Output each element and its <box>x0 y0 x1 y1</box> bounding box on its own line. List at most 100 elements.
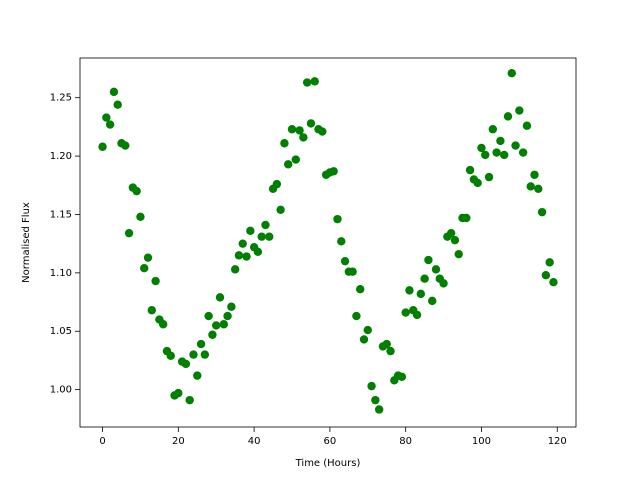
data-point <box>386 346 395 356</box>
data-point <box>287 125 297 134</box>
x-tick-label: 120 <box>548 436 567 447</box>
data-point <box>481 150 490 160</box>
x-tick-label: 80 <box>399 436 412 447</box>
data-point <box>158 320 168 329</box>
data-point <box>204 311 213 321</box>
data-point <box>242 252 251 261</box>
y-tick-label: 1.25 <box>50 93 72 104</box>
data-point <box>113 100 122 109</box>
data-point <box>496 136 505 146</box>
y-tick-label: 1.15 <box>50 209 72 220</box>
data-point <box>318 127 327 136</box>
data-point <box>189 350 198 359</box>
data-point <box>537 207 547 217</box>
data-point <box>124 228 134 238</box>
x-tick-label: 20 <box>172 436 185 447</box>
data-point <box>121 141 130 150</box>
data-point <box>439 279 448 288</box>
data-point <box>412 310 422 320</box>
data-point <box>348 267 357 276</box>
data-point <box>431 265 441 274</box>
data-point <box>306 119 316 128</box>
data-point <box>238 239 247 248</box>
data-point <box>363 325 372 335</box>
data-point <box>215 293 225 302</box>
data-point <box>541 270 551 280</box>
data-point <box>302 78 312 87</box>
data-point <box>196 339 206 349</box>
data-point <box>420 274 429 283</box>
x-tick-label: 60 <box>324 436 337 447</box>
data-point <box>181 359 191 369</box>
data-point <box>465 165 475 175</box>
data-point <box>109 87 119 97</box>
data-point <box>462 213 471 223</box>
data-point <box>230 265 240 274</box>
data-point <box>193 371 202 380</box>
data-point <box>359 335 369 344</box>
y-tick-label: 1.10 <box>50 268 72 279</box>
data-point <box>526 182 535 191</box>
data-point <box>337 237 346 246</box>
data-point <box>382 339 391 349</box>
data-point <box>333 214 342 224</box>
data-point <box>397 372 407 381</box>
data-point <box>484 172 494 182</box>
data-point <box>98 142 107 151</box>
data-point <box>223 311 232 321</box>
x-tick-label: 40 <box>248 436 261 447</box>
data-point <box>356 285 365 294</box>
data-point <box>530 170 539 179</box>
data-point <box>284 160 293 169</box>
data-point <box>424 255 433 265</box>
x-tick-label: 100 <box>472 436 491 447</box>
data-point <box>454 249 463 259</box>
data-point <box>246 226 255 236</box>
data-point <box>276 205 285 215</box>
data-point <box>416 289 426 299</box>
data-point <box>261 220 270 230</box>
data-point <box>185 395 194 405</box>
data-point <box>140 263 149 273</box>
data-point <box>272 179 282 189</box>
y-axis-label: Normalised Flux <box>21 202 32 283</box>
data-point <box>253 247 263 257</box>
y-tick-label: 1.20 <box>50 151 72 162</box>
data-point <box>234 251 244 260</box>
data-point <box>477 143 486 153</box>
data-point <box>143 253 153 262</box>
data-point <box>310 77 319 86</box>
data-point <box>299 133 308 142</box>
data-point <box>105 120 115 129</box>
data-point <box>166 351 175 360</box>
data-point <box>227 302 236 311</box>
data-point <box>212 321 221 330</box>
data-point <box>136 212 145 222</box>
data-point <box>265 232 274 241</box>
data-point <box>450 235 460 245</box>
data-point <box>371 395 380 405</box>
data-point <box>132 186 141 196</box>
data-point <box>102 113 111 122</box>
y-tick-label: 1.00 <box>50 385 72 396</box>
data-point <box>352 311 361 321</box>
data-point <box>499 150 509 160</box>
data-point <box>257 232 266 241</box>
data-point <box>151 276 160 286</box>
data-point <box>401 308 410 317</box>
data-point <box>329 167 338 176</box>
data-point <box>405 286 414 295</box>
data-point <box>545 258 554 267</box>
data-point <box>549 278 558 287</box>
data-point <box>174 388 183 398</box>
data-point <box>219 320 228 329</box>
data-point <box>518 148 528 157</box>
axes-frame <box>79 57 577 428</box>
data-point <box>446 228 456 238</box>
data-point <box>374 405 384 414</box>
x-axis-label: Time (Hours) <box>295 458 361 469</box>
data-point <box>507 68 516 78</box>
data-point <box>200 350 210 359</box>
